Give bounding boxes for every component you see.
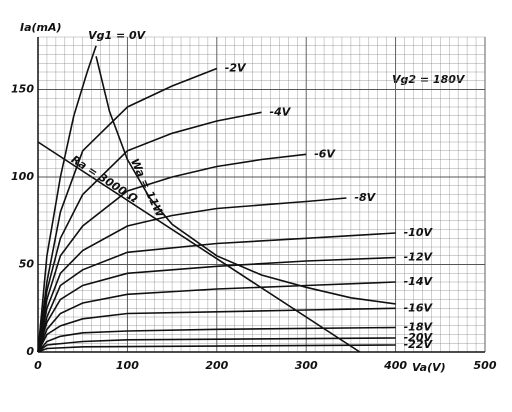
x-tick-label: 500 — [474, 359, 497, 372]
curve-label: -18V — [404, 321, 434, 334]
curve-label: -8V — [354, 191, 376, 204]
curve-label: -14V — [404, 275, 434, 288]
x-tick-label: 300 — [295, 359, 318, 372]
curve-label: Vg1 = 0V — [88, 29, 147, 42]
y-tick-label: 150 — [11, 83, 34, 96]
curve-label: -22V — [404, 338, 434, 351]
curve — [37, 326, 396, 353]
curve-label: -10V — [404, 226, 434, 239]
y-axis-label: Ia(mA) — [20, 21, 62, 34]
curve-label: -20V — [404, 331, 434, 344]
curve — [37, 337, 396, 353]
curve — [37, 307, 396, 353]
curve — [37, 153, 307, 353]
curve-label: -12V — [404, 251, 434, 264]
x-tick-label: 400 — [383, 359, 407, 372]
curve-label: -16V — [404, 301, 434, 314]
curve — [37, 197, 347, 353]
curve — [37, 45, 97, 353]
annotation: Vg2 = 180V — [392, 73, 466, 86]
y-tick-label: 0 — [26, 345, 34, 358]
curve-label: -4V — [270, 105, 292, 118]
curve — [37, 111, 262, 353]
curve — [95, 56, 396, 305]
curve-label: -6V — [314, 147, 336, 160]
curve — [37, 256, 396, 353]
x-axis-label: Va(V) — [412, 361, 446, 374]
y-tick-label: 50 — [19, 258, 35, 271]
y-tick-label: 100 — [11, 170, 34, 183]
curve — [37, 344, 396, 353]
x-tick-label: 0 — [34, 359, 42, 372]
curve — [37, 141, 361, 353]
x-tick-label: 100 — [116, 359, 139, 372]
curve — [37, 232, 396, 353]
curve-label: -2V — [225, 62, 247, 75]
curve — [37, 67, 218, 353]
curve — [37, 281, 396, 353]
x-tick-label: 200 — [205, 359, 228, 372]
